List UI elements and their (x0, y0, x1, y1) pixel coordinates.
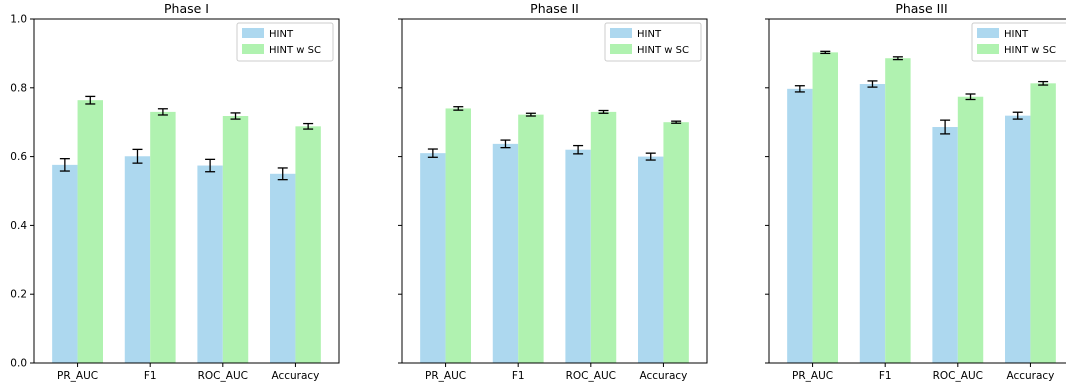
x-tick-label: ROC_AUC (566, 370, 616, 382)
x-tick-label: PR_AUC (425, 370, 466, 382)
chart-title: Phase I (164, 1, 209, 16)
bar-hint-f1 (492, 143, 519, 363)
error-bar (1038, 80, 1049, 86)
chart-panel-1: PR_AUC F1 ROC_AUC Accuracy 0.0 0.2 0.4 0.6 0.8 1.… (10, 1, 340, 382)
error-bar (794, 85, 805, 93)
bar-hint-accuracy (638, 156, 664, 363)
bar-hint-w-sc-f1 (518, 114, 544, 363)
bar-hint-pr_auc (420, 153, 446, 363)
error-bar (157, 108, 168, 116)
error-bar (892, 56, 903, 61)
bar-hint-w-sc-roc_auc (957, 96, 984, 364)
error-bar (205, 158, 216, 173)
error-bar (940, 119, 951, 135)
legend-swatch (242, 44, 264, 54)
y-tick-label: 0.2 (10, 289, 27, 301)
bar-hint-w-sc-accuracy (295, 126, 321, 363)
error-bar (132, 148, 143, 164)
bar-hint-f1 (859, 84, 886, 364)
legend: HINT HINT w SC (604, 22, 702, 62)
x-tick-label: PR_AUC (57, 370, 98, 382)
plot-frame (33, 18, 340, 364)
x-tick-label: Accuracy (639, 370, 687, 382)
error-bar (303, 122, 314, 130)
bar-hint-roc_auc (932, 127, 958, 364)
y-tick-label: 0.8 (10, 82, 27, 94)
bar-hint-roc_auc (197, 165, 223, 363)
legend-label: HINT (1004, 29, 1029, 40)
legend-swatch (977, 28, 999, 38)
error-bar (85, 95, 96, 105)
bar-hint-accuracy (1005, 115, 1031, 363)
error-bar (453, 106, 464, 111)
bar-hint-pr_auc (52, 164, 78, 363)
bar-hint-w-sc-accuracy (663, 122, 689, 363)
bar-hint-pr_auc (787, 88, 813, 363)
chart-title: Phase III (895, 1, 947, 16)
error-bar (59, 158, 70, 172)
legend-swatch (977, 44, 999, 54)
x-tick-label: F1 (879, 370, 892, 382)
plot-frame (768, 18, 1066, 364)
legend-label: HINT w SC (1004, 45, 1056, 56)
error-bar (645, 152, 656, 161)
x-tick-label: PR_AUC (792, 370, 833, 382)
y-tick-label: 1.0 (10, 14, 27, 26)
y-tick-label: 0.0 (10, 358, 27, 370)
bar-hint-w-sc-f1 (150, 111, 176, 363)
chart-title: Phase II (530, 1, 579, 16)
bar-hint-w-sc-accuracy (1030, 83, 1056, 363)
bar-hint-w-sc-pr_auc (812, 52, 838, 364)
plot-frame (401, 18, 708, 364)
x-tick-label: ROC_AUC (933, 370, 983, 382)
bar-hint-w-sc-roc_auc (590, 111, 617, 363)
legend: HINT HINT w SC (236, 22, 334, 62)
y-tick-label: 0.4 (10, 220, 27, 232)
legend-swatch (610, 44, 632, 54)
error-bar (867, 80, 878, 88)
bar-hint-roc_auc (565, 149, 591, 363)
error-bar (965, 93, 976, 101)
error-bar (1012, 111, 1023, 120)
legend-swatch (242, 28, 264, 38)
bar-hint-f1 (124, 156, 151, 363)
x-tick-label: F1 (512, 370, 525, 382)
error-bar (500, 139, 511, 149)
error-bar (277, 167, 288, 181)
legend-label: HINT w SC (269, 45, 321, 56)
chart-panel-2: PR_AUC F1 ROC_AUC Accuracy Phase II HINT HINT … (398, 1, 708, 382)
bar-hint-w-sc-f1 (885, 58, 911, 363)
legend-swatch (610, 28, 632, 38)
error-bar (573, 144, 584, 155)
x-tick-label: Accuracy (271, 370, 319, 382)
error-bar (598, 109, 609, 114)
error-bar (427, 148, 438, 158)
bar-hint-w-sc-pr_auc (445, 108, 471, 363)
legend-label: HINT (269, 29, 294, 40)
bar-hint-w-sc-roc_auc (222, 116, 249, 363)
legend: HINT HINT w SC (971, 22, 1066, 62)
bar-hint-accuracy (270, 173, 296, 363)
error-bar (525, 112, 536, 117)
x-tick-label: F1 (144, 370, 157, 382)
x-tick-label: ROC_AUC (198, 370, 248, 382)
legend-label: HINT w SC (637, 45, 689, 56)
error-bar (820, 50, 831, 55)
bar-hint-w-sc-pr_auc (77, 100, 103, 364)
y-tick-label: 0.6 (10, 151, 27, 163)
error-bar (230, 112, 241, 120)
error-bar (671, 120, 682, 124)
legend-label: HINT (637, 29, 662, 40)
x-tick-label: Accuracy (1006, 370, 1054, 382)
